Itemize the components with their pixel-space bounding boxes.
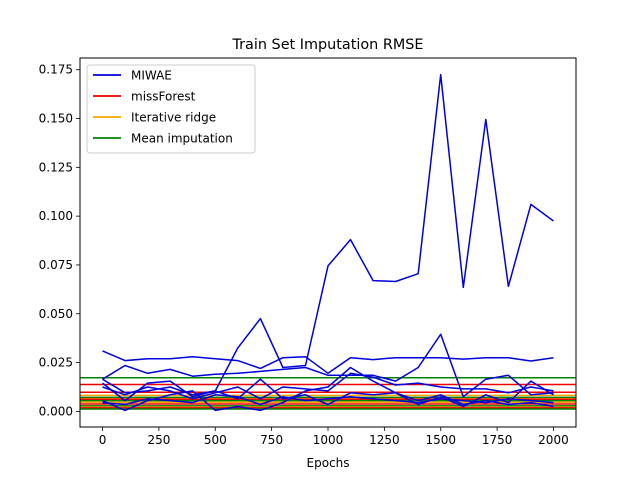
legend-label-miwae: MIWAE [131,69,172,83]
x-axis-label: Epochs [307,456,350,470]
y-tick-label: 0.175 [39,63,73,77]
legend-label-mean-imputation: Mean imputation [131,132,233,146]
x-tick-label: 2000 [538,433,569,447]
legend-label-missforest: missForest [131,90,196,104]
x-tick-label: 1250 [369,433,400,447]
y-axis: 0.000 0.025 0.050 0.075 0.100 0.125 0.150 0.175 [39,63,80,418]
legend: MIWAE missForest Iterative ridge Mean imput… [86,64,256,154]
miwae-run-line-1 [102,350,554,375]
x-axis: 0 250 500 750 1000 1250 1500 1750 2000 [99,427,569,447]
legend-label-iterative-ridge: Iterative ridge [131,111,216,125]
x-tick-label: 1500 [425,433,456,447]
chart-title: Train Set Imputation RMSE [231,37,423,53]
y-tick-label: 0.150 [39,112,73,126]
y-tick-label: 0.075 [39,258,73,272]
x-tick-label: 1750 [482,433,513,447]
y-tick-label: 0.125 [39,160,73,174]
miwae-run-line-3 [102,333,554,398]
x-tick-label: 750 [260,433,283,447]
x-tick-label: 500 [204,433,227,447]
miwae-run-line-2 [102,73,554,396]
miwae-run-line-7 [102,394,554,406]
y-tick-label: 0.050 [39,307,73,321]
miwae-run-line-4 [102,378,554,408]
plot-lines [80,73,576,412]
x-tick-label: 250 [147,433,170,447]
y-tick-label: 0.025 [39,356,73,370]
x-tick-label: 1000 [313,433,344,447]
y-tick-label: 0.100 [39,209,73,223]
legend-box [86,64,256,154]
miwae-run-line-6 [102,372,554,400]
y-tick-label: 0.000 [39,404,73,418]
x-tick-label: 0 [99,433,107,447]
